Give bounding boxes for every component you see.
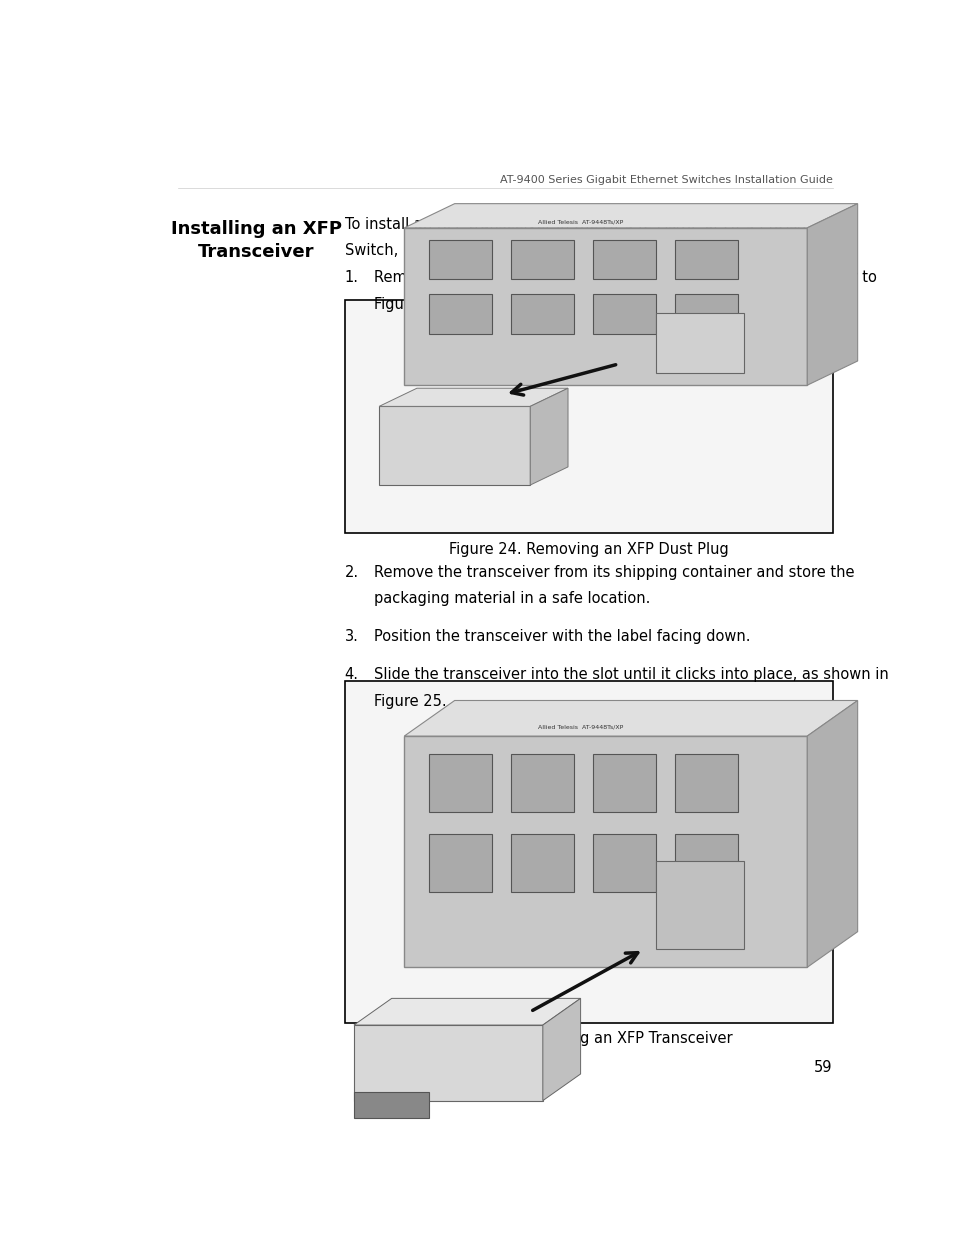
Polygon shape (378, 388, 567, 406)
Bar (675, 753, 738, 811)
Bar (511, 240, 574, 279)
Text: Switch, perform the following procedure:: Switch, perform the following procedure: (344, 243, 643, 258)
Polygon shape (530, 388, 567, 485)
Bar (675, 240, 738, 279)
Bar (593, 834, 656, 892)
Text: Installing an XFP: Installing an XFP (171, 220, 341, 237)
Bar (354, 1025, 542, 1100)
FancyBboxPatch shape (344, 680, 832, 1023)
Text: Slide the transceiver into the slot until it clicks into place, as shown in: Slide the transceiver into the slot unti… (374, 667, 888, 683)
Bar (511, 753, 574, 811)
Bar (593, 294, 656, 333)
Text: 59: 59 (813, 1061, 832, 1076)
Text: To install an XFP transceiver in the AT-9424Ts/XP or AT-9448Ts/XP: To install an XFP transceiver in the AT-… (344, 216, 820, 232)
Text: packaging material in a safe location.: packaging material in a safe location. (374, 592, 650, 606)
Bar (404, 228, 806, 385)
Text: 3.: 3. (344, 630, 358, 645)
Text: Transceiver: Transceiver (197, 243, 314, 262)
Polygon shape (806, 700, 857, 967)
Bar (593, 240, 656, 279)
Text: AT-9400 Series Gigabit Ethernet Switches Installation Guide: AT-9400 Series Gigabit Ethernet Switches… (499, 175, 832, 185)
Text: Position the transceiver with the label facing down.: Position the transceiver with the label … (374, 630, 750, 645)
Polygon shape (404, 700, 857, 736)
Text: Figure 25.: Figure 25. (374, 694, 447, 709)
Bar (511, 834, 574, 892)
FancyBboxPatch shape (344, 300, 832, 534)
Bar (511, 294, 574, 333)
Polygon shape (542, 998, 580, 1100)
Text: Figure 25. Installing an XFP Transceiver: Figure 25. Installing an XFP Transceiver (444, 1031, 732, 1046)
Polygon shape (806, 204, 857, 385)
Text: Allied Telesis  AT-9448Ts/XP: Allied Telesis AT-9448Ts/XP (537, 725, 622, 730)
Polygon shape (404, 204, 857, 228)
Text: Figure 24.: Figure 24. (374, 296, 447, 311)
Bar (675, 834, 738, 892)
Bar (656, 861, 743, 950)
Text: 2.: 2. (344, 564, 358, 579)
Polygon shape (354, 998, 580, 1025)
Text: 4.: 4. (344, 667, 358, 683)
Text: Remove the dust plug from a transceiver slot on the switch. Refer to: Remove the dust plug from a transceiver … (374, 270, 876, 285)
Bar (429, 753, 492, 811)
Bar (429, 240, 492, 279)
Text: 1.: 1. (344, 270, 358, 285)
Text: Allied Telesis  AT-9448Ts/XP: Allied Telesis AT-9448Ts/XP (537, 220, 622, 225)
FancyBboxPatch shape (378, 406, 530, 485)
Text: Figure 24. Removing an XFP Dust Plug: Figure 24. Removing an XFP Dust Plug (449, 542, 728, 557)
Bar (593, 753, 656, 811)
Bar (656, 312, 743, 373)
Bar (675, 294, 738, 333)
Bar (354, 1092, 429, 1119)
Text: Remove the transceiver from its shipping container and store the: Remove the transceiver from its shipping… (374, 564, 854, 579)
Bar (429, 834, 492, 892)
Bar (404, 736, 806, 967)
Bar (429, 294, 492, 333)
